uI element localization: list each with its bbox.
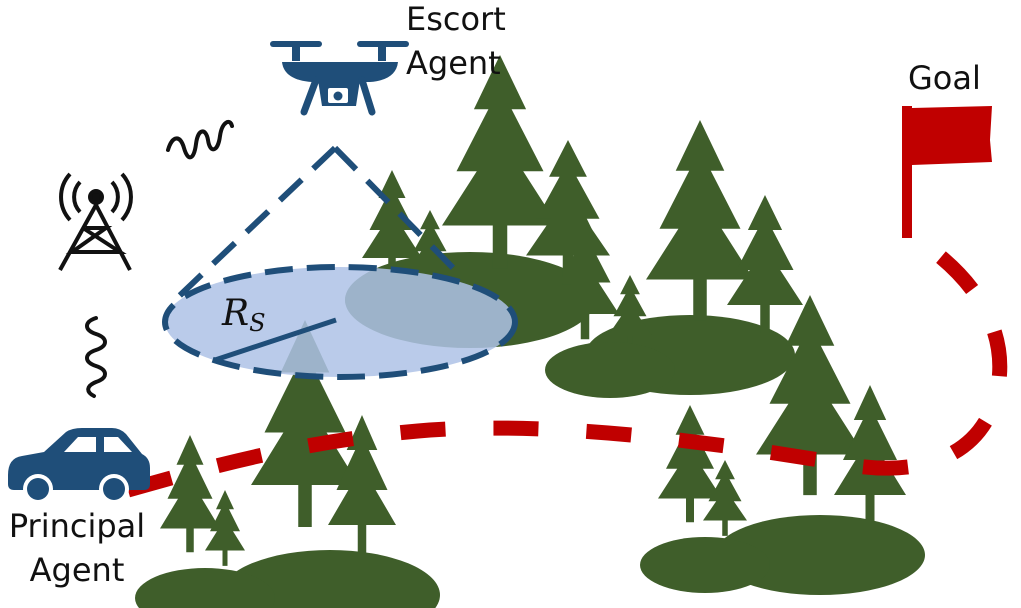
tree-cluster-lower-left bbox=[135, 320, 440, 608]
sensing-radius-label: RS bbox=[222, 293, 266, 337]
sensing-cone bbox=[172, 145, 463, 303]
sensing-area bbox=[162, 264, 518, 380]
sensing-radius-line bbox=[214, 317, 337, 363]
signal-tower-car bbox=[85, 316, 107, 398]
radio-tower-icon bbox=[58, 172, 133, 271]
car-icon bbox=[8, 428, 150, 504]
tree-cluster-right-middle bbox=[545, 119, 803, 398]
principal-agent-label: Principal Agent bbox=[8, 507, 146, 589]
drone-icon bbox=[270, 41, 409, 116]
tree-cluster-lower-right bbox=[640, 295, 925, 595]
wireless-signal-icon bbox=[85, 119, 234, 398]
flag-icon bbox=[902, 106, 992, 238]
escort-agent-label: Escort Agent bbox=[406, 0, 506, 82]
planned-path bbox=[125, 225, 1008, 498]
signal-tower-drone bbox=[166, 119, 234, 160]
goal-label: Goal bbox=[908, 59, 981, 97]
